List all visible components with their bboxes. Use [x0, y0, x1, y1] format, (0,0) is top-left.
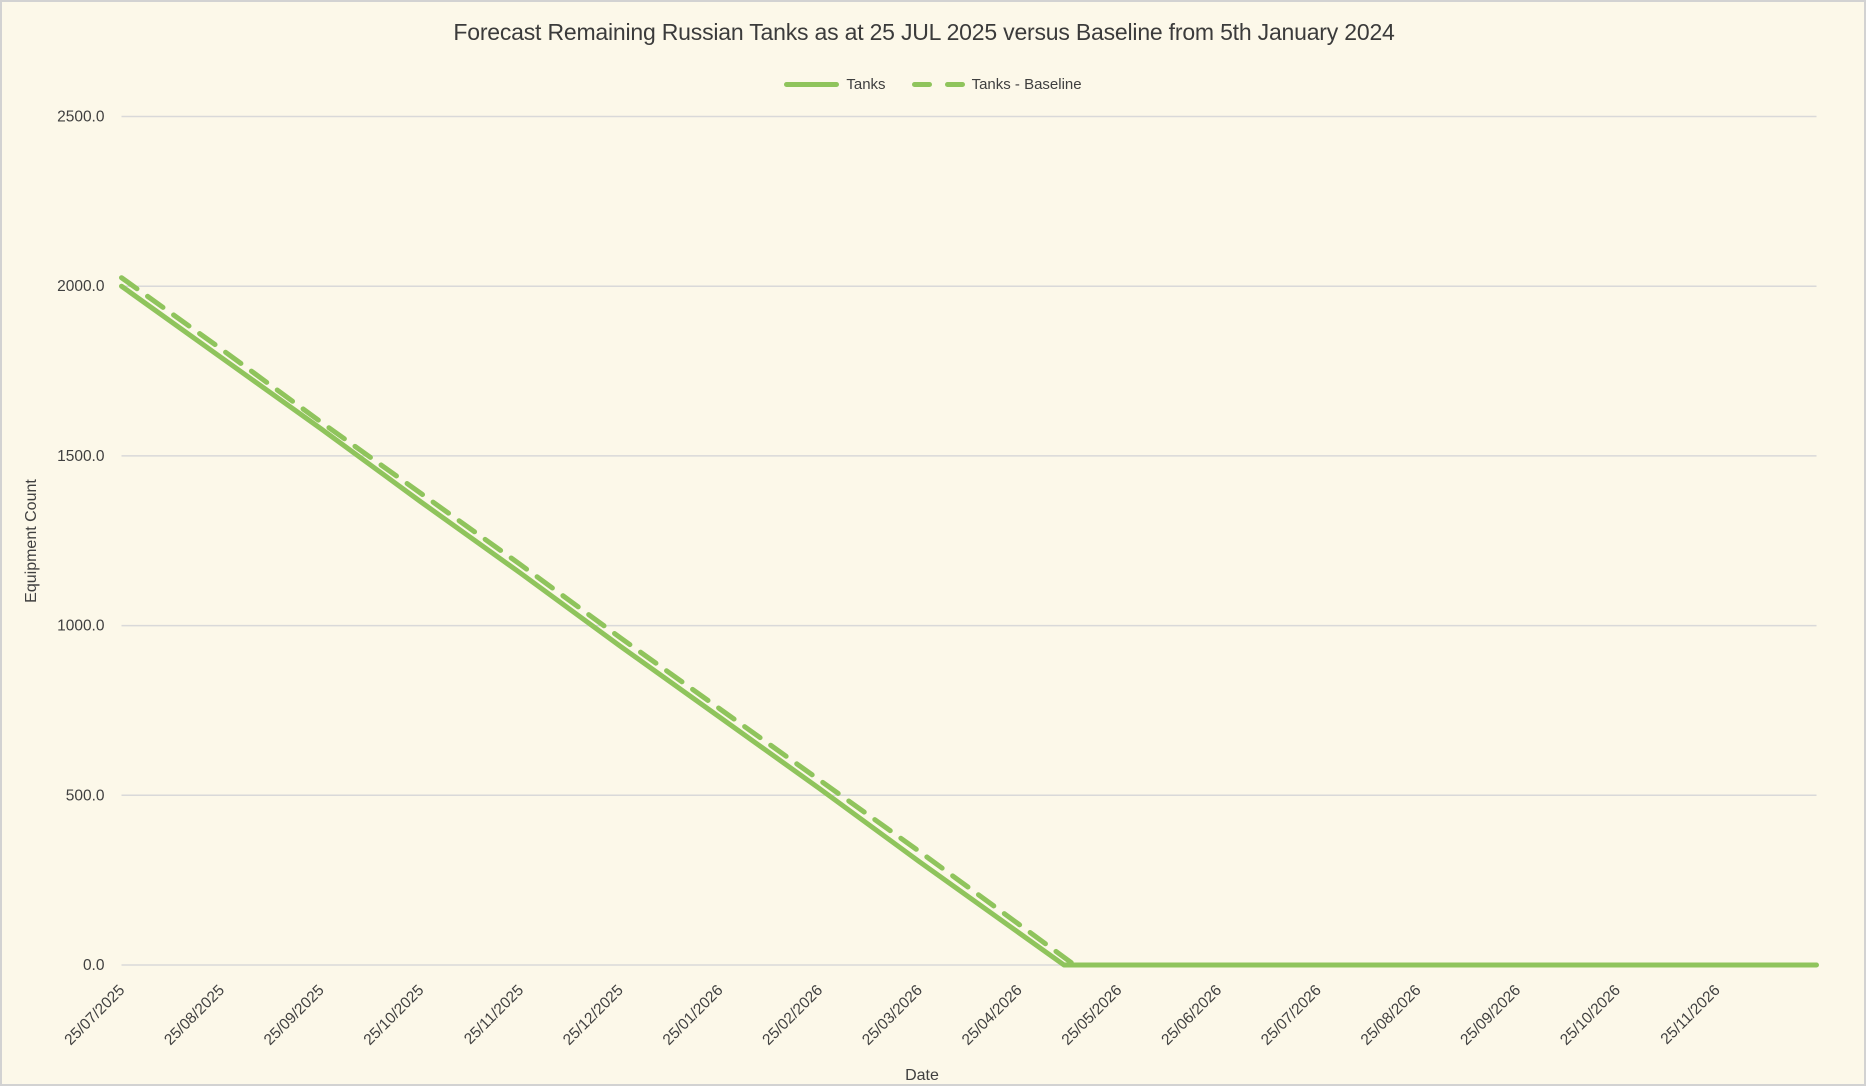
y-tick-label: 500.0	[66, 787, 105, 804]
x-tick-label: 25/04/2026	[959, 982, 1026, 1049]
x-tick-label: 25/09/2026	[1457, 982, 1524, 1049]
x-tick-label: 25/09/2025	[261, 982, 328, 1049]
x-tick-label: 25/12/2025	[560, 982, 627, 1049]
dash-segment-icon	[911, 82, 932, 87]
gridlines	[121, 115, 1817, 966]
x-tick-label: 25/11/2026	[1658, 982, 1724, 1048]
tanks-line	[119, 283, 1819, 968]
x-axis-tick-labels: 25/07/2025 25/08/2025 25/09/2025 25/10/2025…	[61, 982, 1723, 1049]
x-tick-label: 25/02/2026	[759, 982, 826, 1049]
legend-label-tanks: Tanks	[846, 76, 886, 93]
y-tick-label: 1500.0	[57, 448, 105, 465]
x-tick-label: 25/10/2025	[361, 982, 428, 1049]
tanks-baseline-line	[119, 275, 1819, 968]
legend-item-tanks-baseline: Tanks - Baseline	[911, 76, 1082, 93]
legend: Tanks Tanks - Baseline	[2, 76, 1864, 93]
x-tick-label: 25/03/2026	[859, 982, 926, 1049]
x-tick-label: 25/07/2026	[1258, 982, 1325, 1049]
x-tick-label: 25/01/2026	[660, 982, 727, 1049]
series-lines	[119, 275, 1819, 968]
dash-segment-icon	[944, 82, 965, 87]
x-tick-label: 25/06/2026	[1158, 982, 1225, 1049]
y-tick-label: 2500.0	[57, 109, 105, 126]
y-tick-label: 2000.0	[57, 278, 105, 295]
legend-label-tanks-baseline: Tanks - Baseline	[971, 76, 1082, 93]
x-tick-label: 25/10/2026	[1557, 982, 1624, 1049]
legend-item-tanks: Tanks	[784, 76, 886, 93]
x-axis-title: Date	[905, 1067, 939, 1084]
x-tick-label: 25/11/2025	[461, 982, 527, 1048]
x-tick-label: 25/08/2025	[161, 982, 228, 1049]
y-axis-title: Equipment Count	[23, 479, 40, 603]
dashed-line-swatch-icon	[911, 82, 965, 87]
x-tick-label: 25/07/2025	[61, 982, 128, 1049]
solid-line-swatch-icon	[784, 82, 840, 87]
y-tick-label: 0.0	[83, 957, 105, 974]
chart-title: Forecast Remaining Russian Tanks as at 2…	[453, 19, 1395, 45]
x-tick-label: 25/05/2026	[1059, 982, 1126, 1049]
y-axis-tick-labels: 0.0 500.0 1000.0 1500.0 2000.0 2500.0	[57, 109, 105, 975]
x-tick-label: 25/08/2026	[1358, 982, 1425, 1049]
y-tick-label: 1000.0	[57, 618, 105, 635]
